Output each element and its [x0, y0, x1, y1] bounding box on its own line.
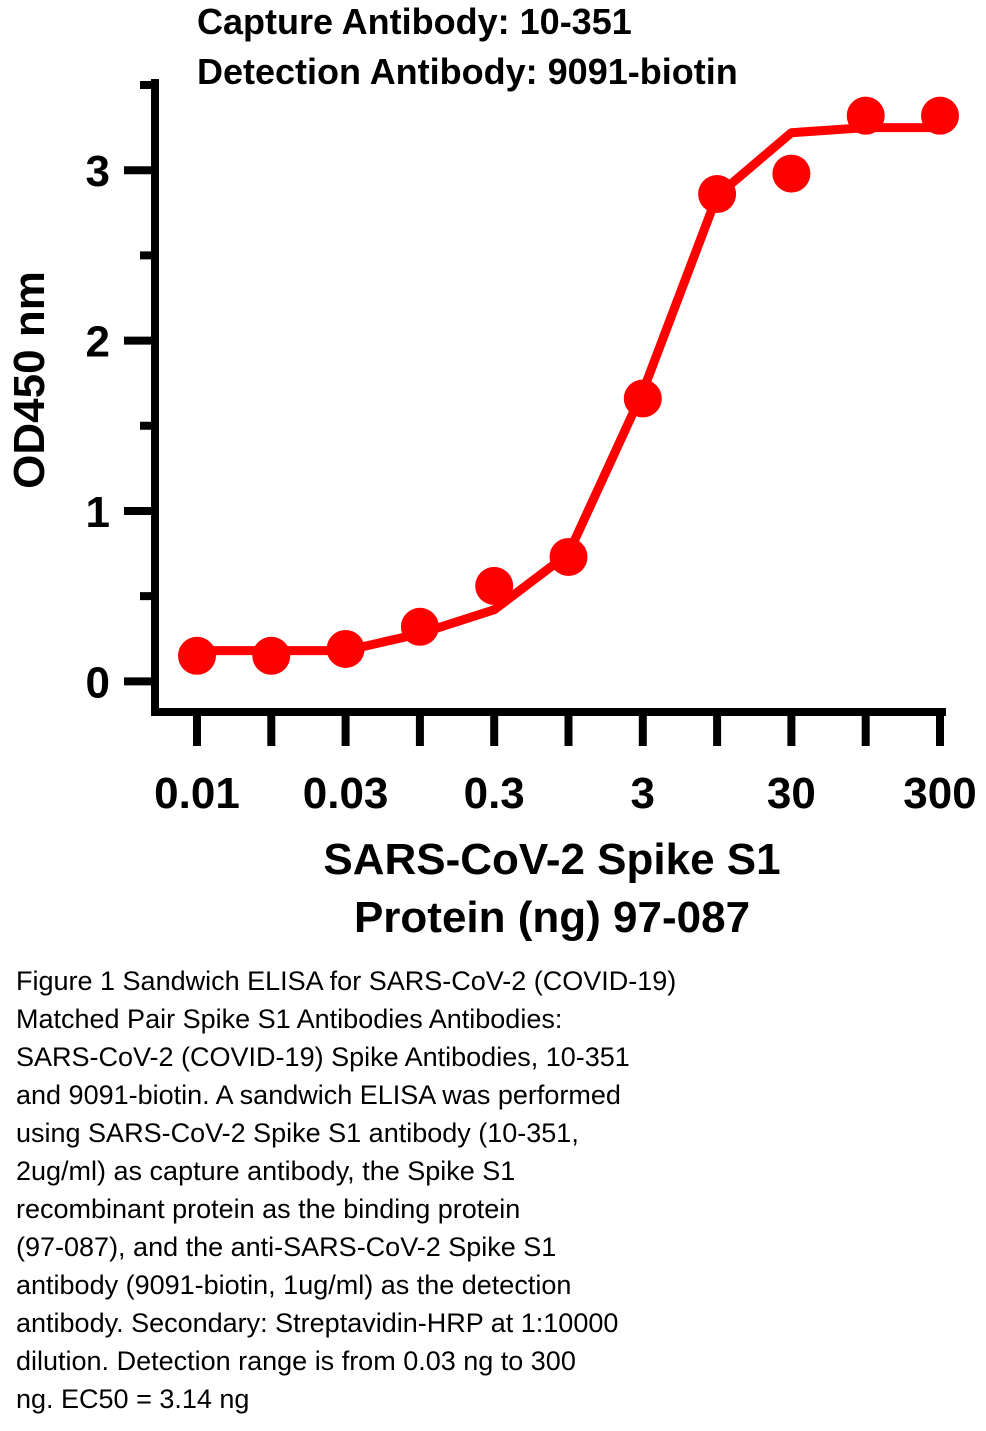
caption-line: Figure 1 Sandwich ELISA for SARS-CoV-2 (… [16, 966, 677, 996]
chart-title: Detection Antibody: 9091-biotin [197, 51, 738, 92]
x-tick-label: 3 [631, 769, 655, 818]
data-point [623, 379, 662, 418]
data-point [698, 175, 737, 214]
data-point [178, 636, 216, 675]
y-tick-label: 3 [86, 147, 110, 196]
caption-line: antibody (9091-biotin, 1ug/ml) as the de… [16, 1270, 572, 1300]
chart-title: Capture Antibody: 10-351 [197, 1, 632, 42]
x-tick-label: 30 [767, 769, 816, 818]
caption-line: and 9091-biotin. A sandwich ELISA was pe… [16, 1080, 621, 1110]
x-axis-label: SARS-CoV-2 Spike S1 [323, 835, 780, 884]
y-tick-label: 0 [86, 658, 110, 707]
caption: Figure 1 Sandwich ELISA for SARS-CoV-2 (… [16, 962, 676, 1418]
caption-line: dilution. Detection range is from 0.03 n… [16, 1346, 576, 1376]
x-tick-label: 0.3 [464, 769, 525, 818]
x-tick-label: 0.01 [154, 769, 240, 818]
caption-line: antibody. Secondary: Streptavidin-HRP at… [16, 1308, 619, 1338]
data-point [549, 537, 588, 576]
y-axis-label: OD450 nm [5, 271, 54, 489]
caption-line: ng. EC50 = 3.14 ng [16, 1384, 250, 1414]
data-point [475, 566, 514, 605]
caption-line: using SARS-CoV-2 Spike S1 antibody (10-3… [16, 1118, 579, 1148]
chart: Capture Antibody: 10-351 Detection Antibo… [5, 1, 977, 942]
caption-line: (97-087), and the anti-SARS-CoV-2 Spike … [16, 1232, 557, 1262]
data-point [252, 636, 291, 675]
data-point [921, 96, 959, 135]
caption-line: SARS-CoV-2 (COVID-19) Spike Antibodies, … [16, 1042, 630, 1072]
caption-line: 2ug/ml) as capture antibody, the Spike S… [16, 1156, 516, 1186]
data-point [772, 154, 811, 193]
x-tick-label: 300 [903, 769, 976, 818]
x-axis-label: Protein (ng) 97-087 [354, 893, 750, 942]
data-point [326, 629, 365, 668]
x-tick-label: 0.03 [303, 769, 389, 818]
caption-line: recombinant protein as the binding prote… [16, 1194, 521, 1224]
data-point [400, 607, 439, 646]
y-tick-label: 2 [86, 318, 110, 367]
caption-line: Matched Pair Spike S1 Antibodies Antibod… [16, 1004, 563, 1034]
data-point [846, 96, 885, 135]
y-tick-label: 1 [86, 488, 110, 537]
